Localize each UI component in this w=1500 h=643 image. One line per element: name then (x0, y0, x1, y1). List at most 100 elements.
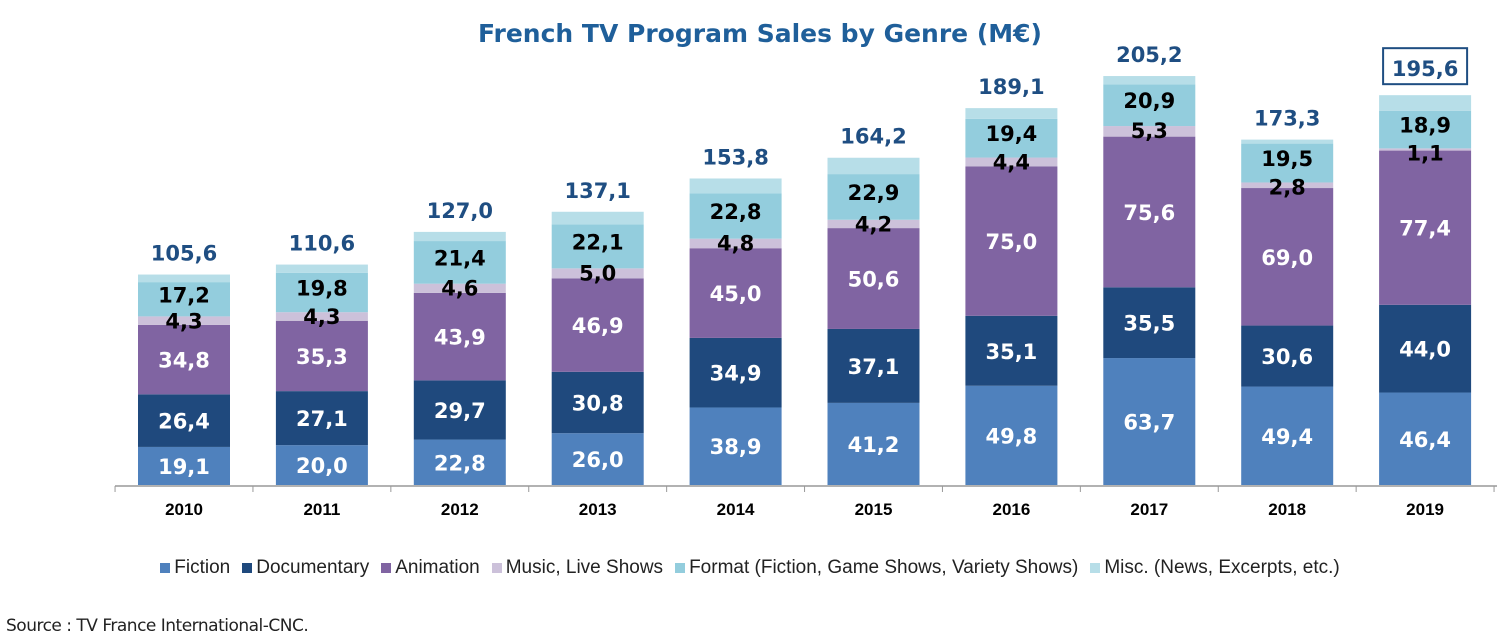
bar-segment-animation-2012 (413, 292, 506, 381)
legend-swatch (160, 563, 171, 573)
segment-label: 4,6 (441, 277, 478, 301)
bar-segment-documentary-2015 (827, 328, 920, 403)
segment-label: 4,8 (717, 232, 754, 256)
bar-segment-music-2017 (1103, 126, 1196, 137)
bar-segment-format-2016 (965, 118, 1058, 158)
bar-segment-documentary-2011 (275, 391, 368, 446)
segment-label: 44,0 (1399, 338, 1451, 362)
segment-label: 26,4 (158, 410, 210, 434)
bar-segment-animation-2011 (275, 320, 368, 392)
highlight-box (1382, 47, 1469, 86)
bar-segment-fiction-2014 (689, 407, 782, 485)
legend-swatch (1090, 563, 1101, 573)
bar-segment-format-2012 (413, 241, 506, 284)
total-label: 189,1 (978, 75, 1044, 99)
legend-item: Animation (381, 557, 480, 579)
segment-label: 49,4 (1261, 425, 1313, 449)
bar-segment-documentary-2017 (1103, 287, 1196, 359)
legend-label: Music, Live Shows (505, 557, 664, 578)
bar-segment-music-2016 (965, 157, 1058, 167)
segment-label: 46,4 (1399, 428, 1451, 452)
bar-segment-format-2019 (1379, 110, 1472, 149)
bar-segment-fiction-2017 (1103, 358, 1196, 485)
bar-segment-music-2011 (275, 312, 368, 321)
bar-segment-format-2014 (689, 193, 782, 239)
x-tick-label: 2014 (717, 500, 755, 519)
x-tick-label: 2017 (1130, 500, 1168, 519)
segment-label: 1,1 (1406, 141, 1443, 165)
segment-label: 38,9 (710, 435, 762, 459)
total-label: 164,2 (840, 125, 906, 149)
segment-label: 22,8 (710, 200, 762, 224)
legend-swatch (491, 563, 502, 573)
segment-label: 17,2 (158, 283, 210, 307)
legend-item: Music, Live Shows (491, 557, 664, 579)
segment-label: 18,9 (1399, 114, 1451, 138)
bars-group: 19,126,434,84,317,2105,620,027,135,34,31… (138, 43, 1472, 485)
legend-item: Format (Fiction, Game Shows, Variety Sho… (675, 557, 1078, 579)
chart-title: French TV Program Sales by Genre (M€) (478, 19, 1042, 48)
legend-label: Format (Fiction, Game Shows, Variety Sho… (689, 557, 1079, 578)
bar-segment-format-2017 (1103, 84, 1196, 127)
segment-label: 35,3 (296, 345, 348, 369)
bar-segment-documentary-2012 (413, 380, 506, 440)
segment-label: 19,5 (1261, 147, 1313, 171)
bar-segment-fiction-2011 (275, 445, 368, 485)
bar-segment-misc-2012 (413, 231, 506, 242)
bar-segment-documentary-2014 (689, 337, 782, 408)
bar-segment-animation-2017 (1103, 136, 1196, 288)
segment-label: 19,8 (296, 276, 348, 300)
bar-segment-fiction-2016 (965, 385, 1058, 485)
bar-segment-music-2018 (1241, 182, 1334, 189)
segment-label: 34,9 (710, 362, 762, 386)
bar-segment-documentary-2019 (1379, 304, 1472, 393)
bar-segment-format-2013 (551, 224, 644, 269)
total-label: 127,0 (427, 199, 493, 223)
bar-segment-misc-2018 (1241, 139, 1334, 144)
bar-segment-fiction-2018 (1241, 386, 1334, 485)
bar-segment-documentary-2010 (138, 394, 230, 447)
bar-segment-documentary-2013 (551, 371, 644, 434)
x-axis-tick-labels: 2010 2011 2012 2013 2014 2015 2016 2017 2018 2019 (165, 500, 1444, 519)
bar-segment-format-2018 (1241, 143, 1334, 183)
bar-segment-misc-2017 (1103, 76, 1196, 85)
legend-label: Misc. (News, Excerpts, etc.) (1104, 557, 1340, 578)
total-label: 153,8 (702, 145, 768, 169)
bar-segment-animation-2013 (551, 278, 644, 372)
bar-segment-misc-2011 (275, 264, 368, 273)
segment-label: 21,4 (434, 246, 486, 270)
bar-segment-documentary-2018 (1241, 325, 1334, 387)
segment-label: 22,8 (434, 451, 486, 475)
bar-segment-music-2019 (1379, 148, 1472, 151)
segment-label: 5,3 (1131, 119, 1168, 143)
legend-label: Fiction (174, 557, 231, 578)
bar-segment-fiction-2019 (1379, 392, 1472, 485)
segment-label: 20,9 (1123, 89, 1175, 113)
segment-label: 5,0 (579, 261, 616, 285)
bar-segment-misc-2010 (138, 274, 230, 283)
bar-segment-format-2011 (275, 272, 368, 313)
x-tick-label: 2018 (1268, 500, 1306, 519)
total-label: 195,6 (1392, 57, 1458, 81)
bar-segment-music-2015 (827, 219, 920, 229)
total-label: 173,3 (1254, 107, 1320, 131)
segment-label: 45,0 (710, 282, 762, 306)
legend-item: Misc. (News, Excerpts, etc.) (1090, 557, 1340, 579)
segment-label: 49,8 (985, 424, 1037, 448)
bar-segment-animation-2010 (138, 324, 230, 395)
segment-label: 30,8 (572, 391, 624, 415)
segment-label: 75,0 (985, 230, 1037, 254)
legend-swatch (381, 563, 392, 573)
segment-label: 2,8 (1269, 175, 1306, 199)
bar-segment-misc-2013 (551, 211, 644, 225)
segment-label: 22,1 (572, 230, 624, 254)
bar-segment-fiction-2013 (551, 433, 644, 485)
legend: Fiction Documentary Animation Music, Live S… (0, 557, 1500, 579)
segment-label: 34,8 (158, 349, 210, 373)
stacked-bar-chart: French TV Program Sales by Genre (M€) 19… (114, 19, 1497, 519)
bar-segment-animation-2014 (689, 248, 782, 338)
segment-label: 20,0 (296, 454, 348, 478)
bar-segment-fiction-2015 (827, 402, 920, 485)
bar-segment-animation-2018 (1241, 188, 1334, 326)
bar-segment-fiction-2010 (138, 446, 230, 485)
